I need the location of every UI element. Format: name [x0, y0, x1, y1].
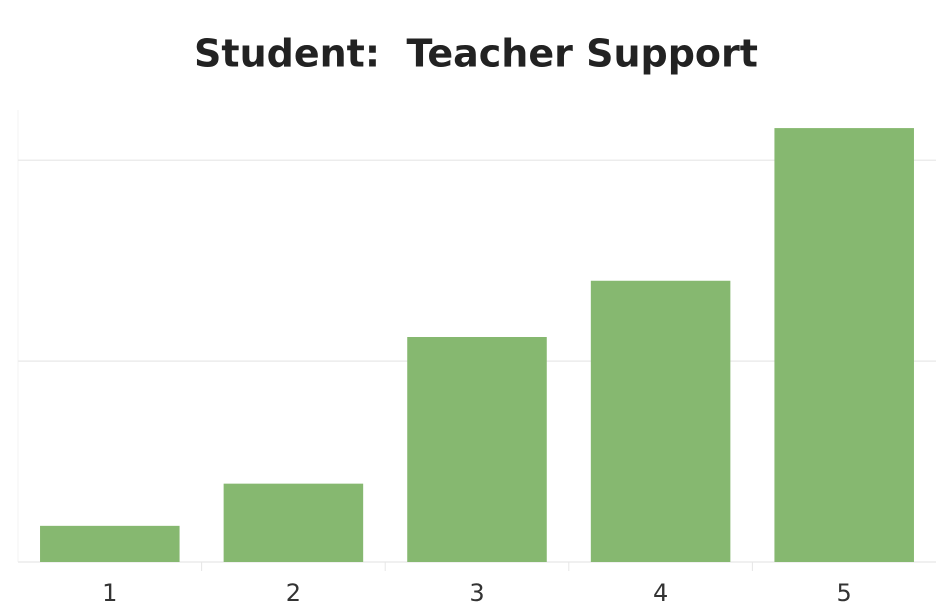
x-tick-label: 4	[653, 579, 668, 607]
bar	[774, 128, 914, 562]
x-tick-label: 1	[102, 579, 117, 607]
bar	[223, 483, 364, 562]
bar	[407, 337, 547, 562]
chart-title: Student: Teacher Support	[194, 32, 758, 76]
bar	[40, 525, 180, 562]
bar	[590, 280, 731, 562]
x-tick-label: 3	[469, 579, 484, 607]
x-tick-label: 2	[286, 579, 301, 607]
x-tick-label: 5	[837, 579, 852, 607]
